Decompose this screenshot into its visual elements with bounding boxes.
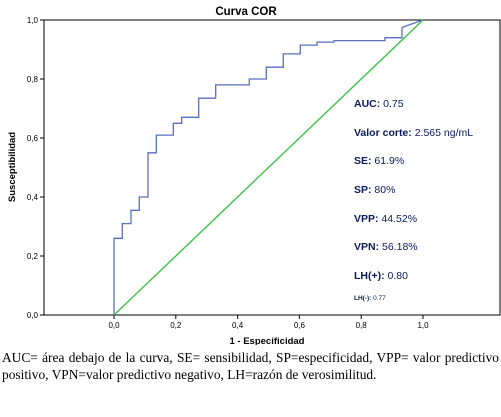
y-tick-label: 1,0 — [27, 16, 39, 25]
series-layer — [113, 19, 424, 316]
stat-vpp: VPP: 44.52% — [354, 213, 417, 225]
stat-sp: SP: 80% — [354, 184, 395, 196]
x-axis-label: 1 - Especificidad — [230, 336, 305, 345]
stat-lh-pos-label: LH(+): — [354, 270, 385, 282]
x-tick-label: 0,4 — [232, 321, 244, 330]
figure-caption: AUC= área debajo de la curva, SE= sensib… — [2, 350, 499, 382]
y-tick-label: 0,6 — [27, 134, 39, 143]
stat-lh-pos-value: 0.80 — [385, 270, 409, 282]
roc-chart: Curva COR 0,0 0,2 0,4 0,6 0,8 1,0 0,0 0,2 0,4 0,6… — [7, 6, 501, 345]
stat-vpp-value: 44.52% — [379, 213, 418, 225]
stat-auc: AUC: 0.75 — [354, 98, 404, 110]
x-tick-label: 0,2 — [170, 321, 182, 330]
y-axis-label: Susceptibilidad — [7, 132, 18, 202]
stat-auc-value: 0.75 — [380, 98, 404, 110]
stat-auc-label: AUC: — [354, 98, 380, 110]
x-tick-label: 0,8 — [356, 321, 368, 330]
stat-sp-value: 80% — [372, 184, 396, 196]
y-tick-label: 0,2 — [27, 252, 39, 261]
stat-vpp-label: VPP: — [354, 213, 379, 225]
reference-diagonal-line — [113, 19, 424, 316]
stat-lh-pos: LH(+): 0.80 — [354, 270, 408, 282]
stat-cutoff-label: Valor corte: — [354, 127, 412, 139]
roc-curve-line — [113, 19, 424, 315]
stat-cutoff: Valor corte: 2.565 ng/mL — [354, 127, 473, 139]
stat-se-label: SE: — [354, 155, 372, 167]
x-tick-label: 1,0 — [417, 321, 429, 330]
stat-lh-neg-value: 0.77 — [371, 295, 386, 302]
chart-title: Curva COR — [215, 6, 277, 18]
stat-lh-neg-label: LH(-): — [354, 295, 371, 302]
stat-se: SE: 61.9% — [354, 155, 404, 167]
stats-box: AUC: 0.75 Valor corte: 2.565 ng/mL SE: 6… — [354, 98, 473, 302]
plot-frame — [43, 19, 501, 316]
y-tick-label: 0,8 — [27, 75, 39, 84]
x-tick-label: 0,0 — [108, 321, 120, 330]
stat-cutoff-value: 2.565 ng/mL — [412, 127, 473, 139]
stat-vpn-label: VPN: — [354, 241, 379, 253]
x-tick-label: 0,6 — [294, 321, 306, 330]
stat-vpn: VPN: 56.18% — [354, 241, 418, 253]
axis-ticks: 0,0 0,2 0,4 0,6 0,8 1,0 0,0 0,2 0,4 0,6 0,8 1,0 — [27, 16, 429, 330]
stat-vpn-value: 56.18% — [379, 241, 418, 253]
stat-sp-label: SP: — [354, 184, 372, 196]
y-tick-label: 0,4 — [27, 193, 39, 202]
stat-lh-neg: LH(-): 0.77 — [354, 295, 386, 302]
y-tick-label: 0,0 — [27, 311, 39, 320]
stat-se-value: 61.9% — [372, 155, 405, 167]
